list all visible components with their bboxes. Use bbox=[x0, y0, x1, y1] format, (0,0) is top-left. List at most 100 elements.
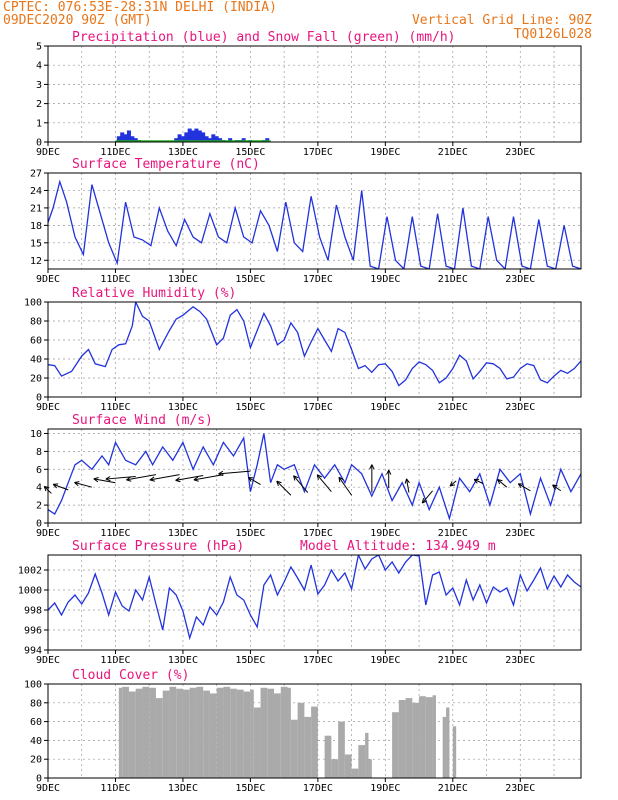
temp-ytick-label: 27 bbox=[30, 169, 42, 180]
wind-title: Surface Wind (m/s) bbox=[72, 413, 213, 428]
wind-arrow bbox=[338, 476, 353, 496]
pressure-subtitle: Model Altitude: 134.949 m bbox=[300, 539, 496, 554]
cloud-bar bbox=[203, 690, 210, 778]
cloud-bar bbox=[304, 716, 312, 778]
wind-arrow-head bbox=[74, 482, 79, 487]
precip-bar bbox=[187, 128, 192, 142]
cloud-panel: 0 20 40 60 80 100 9DEC 11DEC 13DEC 15DEC 17DEC 19DE… bbox=[24, 668, 582, 794]
precip-ytick-label: 2 bbox=[36, 99, 42, 110]
precip-bar bbox=[194, 128, 199, 142]
header-grid-note: Vertical Grid Line: 90Z bbox=[411, 13, 592, 28]
rh-xtick-label: 17DEC bbox=[303, 402, 333, 413]
wind-arrow bbox=[369, 464, 375, 493]
precip-ytick-label: 0 bbox=[36, 138, 42, 149]
wind-arrow bbox=[552, 484, 562, 492]
wind-arrow-shaft bbox=[248, 477, 261, 485]
wind-arrow-head bbox=[126, 476, 131, 481]
precip-title: Precipitation (blue) and Snow Fall (gree… bbox=[72, 30, 456, 45]
precip-xtick-label: 13DEC bbox=[168, 147, 198, 158]
precip-xtick-label: 17DEC bbox=[303, 147, 333, 158]
precip-xtick-label: 19DEC bbox=[370, 147, 400, 158]
temp-xtick-label: 17DEC bbox=[303, 274, 333, 285]
wind-arrow-head bbox=[293, 475, 296, 481]
rh-ytick-label: 60 bbox=[30, 336, 42, 347]
precip-bar bbox=[218, 138, 223, 142]
wind-arrow bbox=[218, 470, 251, 477]
wind-arrow-head bbox=[53, 483, 59, 485]
precip-bar bbox=[201, 132, 206, 142]
cloud-bar bbox=[358, 745, 366, 778]
cloud-bar bbox=[287, 687, 291, 778]
precip-bar bbox=[174, 138, 179, 142]
wind-arrow-head bbox=[218, 470, 224, 475]
wind-arrow-head bbox=[105, 478, 111, 482]
pressure-xtick-label: 11DEC bbox=[100, 655, 130, 666]
wind-arrow-head bbox=[149, 476, 155, 481]
wind-arrow-head bbox=[317, 474, 322, 478]
cloud-bar bbox=[230, 688, 237, 778]
wind-arrow-head bbox=[388, 469, 392, 475]
cloud-xtick-label: 9DEC bbox=[36, 783, 60, 794]
precip-bar bbox=[191, 130, 196, 142]
wind-arrow bbox=[386, 469, 392, 489]
temp-title: Surface Temperature (nC) bbox=[72, 157, 260, 172]
cloud-bar bbox=[442, 716, 447, 778]
wind-arrow-head bbox=[497, 478, 503, 482]
pressure-ytick-label: 998 bbox=[24, 606, 42, 617]
cloud-frame bbox=[47, 683, 582, 779]
cloud-bar bbox=[236, 689, 244, 778]
wind-arrow-head bbox=[404, 478, 408, 484]
wind-arrow-shaft bbox=[105, 475, 136, 480]
precip-bar bbox=[180, 136, 185, 142]
rh-frame bbox=[47, 301, 582, 398]
wind-panel: 0 2 4 6 8 10 9DEC 11DEC 13DEC 15DEC 17DEC 19DEC 21DE… bbox=[30, 413, 582, 539]
wind-arrow-head bbox=[218, 473, 224, 477]
cloud-ytick-label: 20 bbox=[30, 755, 42, 766]
wind-arrow bbox=[175, 475, 204, 483]
precip-bar bbox=[123, 134, 128, 142]
temp-ytick-label: 18 bbox=[30, 221, 42, 232]
wind-xtick-label: 15DEC bbox=[235, 528, 265, 539]
cloud-bar bbox=[182, 689, 190, 778]
wind-arrow bbox=[421, 490, 433, 504]
cloud-xtick-label: 21DEC bbox=[438, 783, 468, 794]
wind-arrow-head bbox=[93, 477, 99, 480]
temp-xtick-label: 15DEC bbox=[235, 274, 265, 285]
wind-frame bbox=[47, 428, 582, 524]
temp-frame bbox=[47, 172, 582, 270]
wind-arrow bbox=[74, 481, 92, 488]
wind-arrow bbox=[449, 480, 457, 487]
rh-series-line bbox=[48, 302, 581, 387]
wind-arrow-head bbox=[421, 498, 424, 504]
wind-arrow bbox=[293, 475, 309, 493]
cloud-bar bbox=[209, 693, 217, 778]
pressure-panel: 994 996 998 1000 1002 9DEC 11DEC 13DEC 15DEC 17DE… bbox=[18, 539, 582, 666]
wind-series-line bbox=[48, 433, 581, 521]
cloud-bar bbox=[176, 688, 183, 778]
precip-bar bbox=[130, 136, 135, 142]
wind-xtick-label: 21DEC bbox=[438, 528, 468, 539]
wind-arrow-head bbox=[369, 464, 373, 470]
precip-bar bbox=[214, 136, 219, 142]
cloud-bar bbox=[128, 691, 136, 778]
wind-arrow bbox=[316, 474, 332, 492]
cloud-bar bbox=[155, 698, 163, 778]
wind-arrow bbox=[517, 483, 531, 492]
header-location: CPTEC: 076:53E-28:31N DELHI (INDIA) bbox=[3, 0, 277, 15]
cloud-bar bbox=[216, 687, 224, 778]
cloud-bar bbox=[253, 707, 261, 778]
rh-title: Relative Humidity (%) bbox=[72, 286, 236, 301]
wind-arrow-head bbox=[497, 479, 501, 485]
precip-xtick-label: 23DEC bbox=[505, 147, 535, 158]
cloud-bar bbox=[432, 695, 436, 778]
wind-arrow-head bbox=[126, 479, 132, 482]
precip-xtick-label: 15DEC bbox=[235, 147, 265, 158]
precip-bar bbox=[116, 136, 121, 142]
temp-ytick-label: 21 bbox=[30, 203, 42, 214]
wind-arrow-head bbox=[449, 484, 456, 487]
cloud-bar bbox=[297, 702, 305, 778]
wind-arrow-head bbox=[517, 483, 522, 489]
precip-xtick-label: 11DEC bbox=[100, 147, 130, 158]
cloud-bar bbox=[280, 686, 288, 778]
